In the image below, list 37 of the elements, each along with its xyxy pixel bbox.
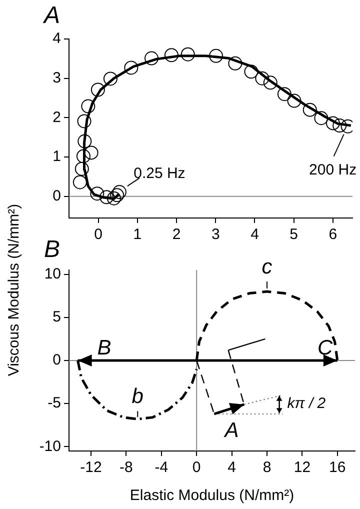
x-tick-label: 3 [211,226,220,244]
annotation: kπ / 2 [287,394,326,412]
y-tick-label: 3 [52,69,61,86]
x-tick-label: -8 [120,459,133,476]
x-tick-label: 8 [262,459,272,476]
text: B [44,236,60,263]
annotation: B [97,336,112,360]
y-tick-label: 5 [52,308,61,326]
annotation: b [132,384,144,408]
annotation: C [317,336,334,360]
x-tick-label: 6 [328,226,338,244]
y-tick-label: 0 [52,188,61,205]
y-tick-label: 4 [52,30,61,48]
x-tick-label: 1 [133,226,142,244]
x-tick-label: 0 [192,459,201,476]
annotation: 0.25 Hz [134,165,186,182]
text: A [44,2,60,29]
annotation: c [262,255,273,278]
x-tick-label: 5 [290,226,298,244]
x-tick-label: 12 [294,459,311,476]
x-tick-label: 4 [250,226,259,244]
y-tick-label: 1 [52,148,61,166]
x-axis-title: Elastic Modulus (N/mm²) [130,487,294,504]
x-tick-label: 2 [172,226,181,244]
x-tick-label: 16 [329,459,346,476]
x-tick-label: 0 [94,226,102,244]
y-axis-title: Viscous Modulus (N/mm²) [6,204,22,376]
y-tick-label: -10 [39,438,61,455]
x-tick-label: 4 [228,459,236,476]
y-tick-label: 2 [52,108,61,126]
y-tick-label: 0 [52,352,61,369]
x-tick-label: -12 [80,459,102,476]
y-tick-label: -5 [48,394,61,412]
annotation: A [222,419,239,442]
annotation: 200 Hz [309,161,357,178]
y-tick-label: 10 [44,265,61,282]
x-tick-label: -4 [154,459,168,476]
